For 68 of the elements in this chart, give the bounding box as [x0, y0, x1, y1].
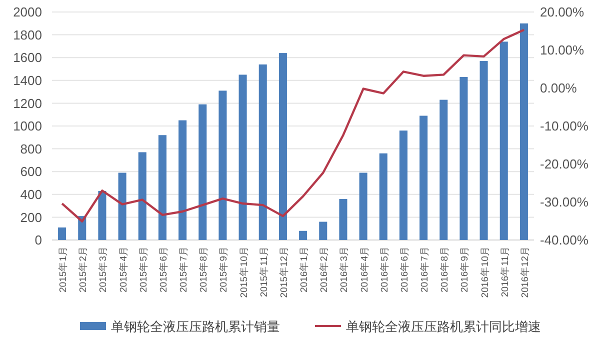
x-tick-label: 2015年9月	[218, 246, 230, 292]
x-tick-label: 2015年1月	[57, 246, 70, 292]
bar	[319, 222, 328, 240]
bar	[118, 172, 126, 240]
x-tick-label: 2016年6月	[398, 246, 410, 292]
x-tick-label: 2015年4月	[117, 246, 130, 292]
y2-tick-label: 0.00%	[540, 80, 578, 96]
bar	[58, 227, 66, 240]
y2-tick-label: -10.00%	[540, 118, 589, 134]
bar	[258, 64, 267, 240]
x-tick-label: 2015年12月	[278, 246, 290, 298]
x-tick-label: 2016年8月	[438, 246, 451, 292]
y2-tick-label: -40.00%	[540, 232, 589, 248]
legend-label: 单钢轮全液压压路机累计销量	[111, 319, 280, 334]
bar	[520, 23, 528, 240]
x-tick-label: 2016年7月	[418, 246, 431, 292]
bar	[359, 172, 368, 240]
y-tick-label: 1600	[13, 50, 42, 66]
bar	[138, 152, 146, 240]
x-tick-label: 2016年5月	[378, 246, 390, 292]
y-tick-label: 1200	[13, 96, 42, 111]
y2-tick-label: 20.00%	[540, 4, 585, 20]
legend-label: 单钢轮全液压压路机累计同比增速	[346, 319, 541, 334]
bar	[500, 42, 508, 240]
y2-tick-label: -20.00%	[540, 156, 589, 172]
bar	[339, 198, 348, 240]
x-tick-label: 2016年10月	[478, 246, 491, 298]
bar	[238, 74, 247, 240]
x-tick-label: 2016年11月	[498, 246, 511, 297]
bar	[178, 120, 187, 240]
y2-tick-label: 10.00%	[540, 42, 585, 58]
bar	[218, 90, 227, 240]
bar	[198, 104, 207, 240]
y2-tick-label: -30.00%	[540, 194, 589, 210]
bar	[299, 230, 308, 240]
bar	[440, 100, 448, 240]
x-tick-label: 2015年10月	[238, 246, 250, 298]
y-tick-label: 1400	[13, 72, 42, 88]
line-series	[60, 28, 526, 222]
bar	[158, 135, 166, 240]
bar	[278, 53, 287, 240]
x-tick-label: 2016年2月	[318, 246, 330, 292]
bar	[379, 153, 388, 240]
y-tick-label: 1000	[13, 118, 42, 134]
x-tick-label: 2016年12月	[518, 246, 531, 298]
x-tick-label: 2016年9月	[458, 246, 471, 292]
x-tick-label: 2015年6月	[157, 246, 170, 292]
x-tick-label: 2016年4月	[358, 246, 370, 292]
x-tick-label: 2015年2月	[77, 246, 90, 292]
bar	[399, 130, 408, 240]
bar	[480, 61, 488, 240]
x-tick-label: 2015年3月	[97, 246, 110, 292]
x-tick-label: 2016年1月	[298, 246, 310, 292]
y-tick-label: 400	[20, 186, 42, 202]
bar	[420, 116, 428, 240]
x-tick-label: 2015年11月	[258, 246, 270, 297]
y-tick-label: 1800	[13, 27, 42, 42]
x-tick-label: 2015年5月	[137, 246, 150, 292]
y-tick-label: 600	[20, 164, 42, 180]
x-tick-label: 2015年8月	[198, 246, 210, 292]
x-tick-label: 2015年7月	[178, 246, 190, 292]
y-tick-label: 2000	[13, 4, 42, 20]
x-tick-label: 2016年3月	[338, 246, 350, 292]
y-tick-label: 200	[20, 210, 42, 225]
bar	[460, 76, 468, 240]
y-tick-label: 0	[34, 232, 42, 248]
bar	[98, 190, 106, 240]
y-tick-label: 800	[20, 141, 42, 156]
